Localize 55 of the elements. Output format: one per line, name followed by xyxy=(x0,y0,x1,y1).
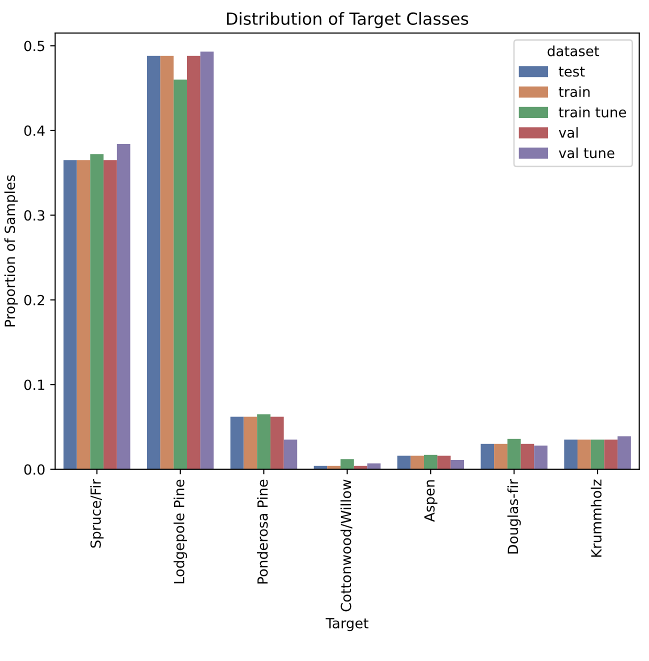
bar xyxy=(327,466,341,470)
y-tick-label: 0.3 xyxy=(24,210,44,221)
bar xyxy=(284,440,298,470)
bar xyxy=(116,144,130,470)
bar xyxy=(174,80,188,470)
x-tick-label: Cottonwood/Willow xyxy=(340,480,352,612)
bar xyxy=(397,456,411,470)
y-tick-label: 0.5 xyxy=(24,40,44,52)
x-tick-label: Krummholz xyxy=(590,480,602,557)
bar xyxy=(257,414,270,470)
bar xyxy=(520,444,534,470)
bar xyxy=(64,160,77,470)
x-axis-title: Target xyxy=(326,618,368,632)
bar xyxy=(104,160,117,470)
y-tick-label: 0.2 xyxy=(24,294,44,306)
bar xyxy=(604,440,618,470)
bar xyxy=(480,444,494,470)
bar xyxy=(90,154,104,470)
bar xyxy=(590,440,604,470)
chart-title: Distribution of Target Classes xyxy=(227,12,468,28)
legend-label: train xyxy=(558,86,590,98)
bar xyxy=(618,436,631,470)
y-axis-title: Proportion of Samples xyxy=(4,175,18,326)
bar xyxy=(494,444,508,470)
bar xyxy=(340,459,354,470)
bar xyxy=(160,56,174,470)
bar xyxy=(578,440,591,470)
bar xyxy=(146,56,160,470)
x-tick-label: Lodgepole Pine xyxy=(174,480,188,584)
y-tick-label: 0.4 xyxy=(24,125,45,136)
bar xyxy=(270,416,284,470)
x-tick-label: Spruce/Fir xyxy=(90,479,104,548)
bar xyxy=(534,446,548,470)
legend-label: test xyxy=(558,66,585,77)
bar xyxy=(410,456,424,470)
bar xyxy=(230,416,244,470)
bar xyxy=(76,160,90,470)
y-tick-label: 0.0 xyxy=(24,464,45,475)
bar xyxy=(244,416,258,470)
legend-label: val tune xyxy=(558,147,614,158)
bar xyxy=(200,52,214,470)
bar xyxy=(450,460,464,470)
x-tick-label: Aspen xyxy=(424,480,438,522)
legend-label: val xyxy=(558,127,578,138)
y-tick-label: 0.1 xyxy=(24,380,44,390)
x-tick-label: Douglas-fir xyxy=(507,479,521,554)
legend-title: dataset xyxy=(548,46,600,56)
bar xyxy=(424,454,438,470)
legend-label: train tune xyxy=(558,106,626,118)
bar xyxy=(507,438,521,470)
bar xyxy=(187,56,200,470)
bar xyxy=(437,456,451,470)
x-tick-label: Ponderosa Pine xyxy=(257,480,268,584)
bar xyxy=(564,440,578,470)
bar xyxy=(367,463,381,470)
